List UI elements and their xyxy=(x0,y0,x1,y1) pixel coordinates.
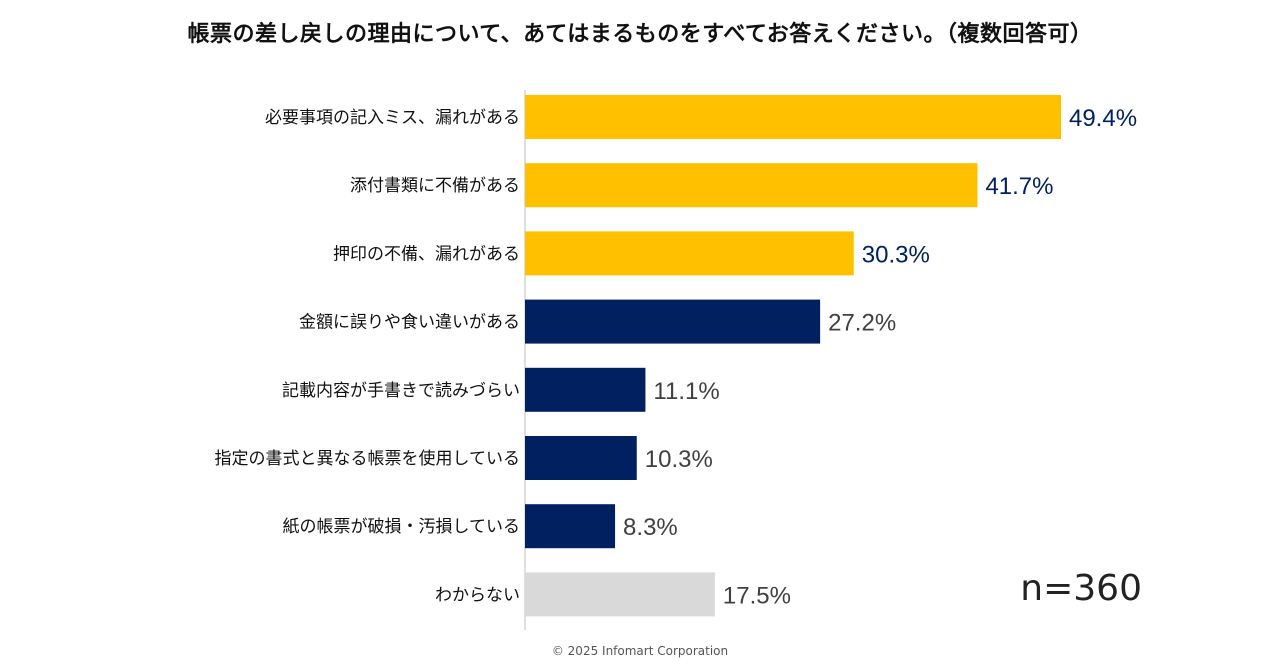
category-label: 金額に誤りや食い違いがある xyxy=(299,313,520,333)
value-label: 41.7% xyxy=(985,173,1053,200)
copyright-footer: © 2025 Infomart Corporation xyxy=(551,644,729,658)
value-label: 49.4% xyxy=(1069,105,1137,132)
value-label: 27.2% xyxy=(828,310,896,337)
chart-title: 帳票の差し戻しの理由について、あてはまるものをすべてお答えください。（複数回答可… xyxy=(187,22,1093,47)
value-label: 17.5% xyxy=(723,582,791,609)
value-label: 30.3% xyxy=(862,241,930,268)
category-label: 記載内容が手書きで読みづらい xyxy=(282,381,520,401)
bar xyxy=(525,367,646,412)
bar xyxy=(525,163,978,208)
bar xyxy=(525,504,616,549)
category-label: 添付書類に不備がある xyxy=(350,176,520,196)
category-label: 押印の不備、漏れがある xyxy=(333,244,520,264)
bar xyxy=(525,572,715,617)
category-label: 必要事項の記入ミス、漏れがある xyxy=(265,108,520,128)
value-label: 8.3% xyxy=(623,514,678,541)
bar xyxy=(525,436,637,480)
value-label: 11.1% xyxy=(653,378,719,405)
category-label: わからない xyxy=(435,585,520,605)
bar xyxy=(525,95,1061,139)
bar xyxy=(525,299,821,344)
sample-size-label: n=360 xyxy=(1020,568,1142,609)
value-label: 10.3% xyxy=(645,446,713,473)
category-label: 紙の帳票が破損・汚損している xyxy=(283,517,521,537)
bar xyxy=(525,231,854,276)
category-label: 指定の書式と異なる帳票を使用している xyxy=(215,448,521,469)
